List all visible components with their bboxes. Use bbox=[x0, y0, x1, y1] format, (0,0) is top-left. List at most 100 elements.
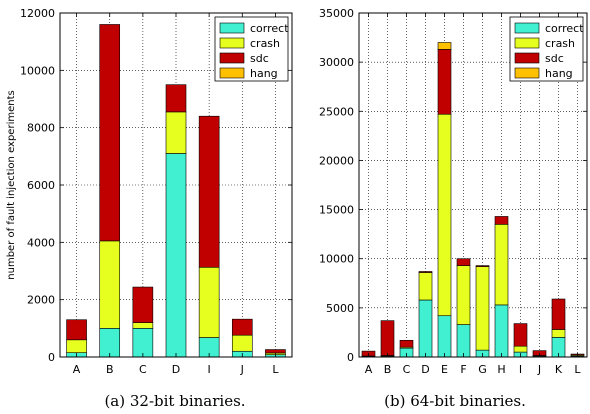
bar-sdc-H bbox=[494, 216, 509, 225]
legend-label-crash: crash bbox=[545, 37, 575, 50]
bar-sdc-A bbox=[66, 319, 87, 341]
y-tick-label: 12000 bbox=[20, 7, 55, 20]
x-tick-label: C bbox=[139, 363, 147, 376]
legend-label-crash: crash bbox=[250, 37, 280, 50]
x-tick-label: B bbox=[106, 363, 114, 376]
bar-sdc-K bbox=[551, 298, 566, 330]
legend-swatch-crash bbox=[514, 37, 540, 49]
bar-hang-E bbox=[437, 42, 452, 50]
bar-correct-H bbox=[494, 304, 509, 358]
y-axis-title: number of fault injection experiments bbox=[6, 90, 17, 279]
bar-crash-F bbox=[456, 265, 471, 325]
bar-correct-D bbox=[165, 153, 187, 358]
y-tick-label: 20000 bbox=[319, 154, 354, 167]
bar-sdc-G bbox=[475, 265, 490, 267]
bar-crash-E bbox=[437, 113, 452, 317]
bars bbox=[66, 24, 286, 358]
bar-correct-C bbox=[132, 328, 154, 358]
bars bbox=[361, 42, 585, 358]
y-axis: 0 5000 10000 15000 20000 25000 30000 35000 bbox=[319, 7, 587, 364]
legend-label-correct: correct bbox=[545, 22, 584, 35]
bar-correct-F bbox=[456, 324, 471, 358]
caption-32bit: (a) 32-bit binaries. bbox=[104, 392, 246, 410]
bar-sdc-I bbox=[513, 323, 528, 347]
bar-sdc-D bbox=[165, 84, 187, 113]
x-tick-label: L bbox=[272, 363, 279, 376]
bar-correct-E bbox=[437, 315, 452, 358]
x-tick-label: C bbox=[403, 363, 411, 376]
x-tick-label: F bbox=[460, 363, 466, 376]
bar-correct-B bbox=[99, 328, 121, 358]
bar-crash-B bbox=[99, 240, 121, 329]
y-tick-label: 8000 bbox=[27, 122, 55, 135]
legend-label-correct: correct bbox=[250, 22, 289, 35]
y-tick-label: 30000 bbox=[319, 56, 354, 69]
x-tick-label: J bbox=[537, 363, 541, 376]
bar-crash-J bbox=[231, 334, 253, 352]
bar-crash-K bbox=[551, 329, 566, 338]
y-tick-label: 2000 bbox=[27, 294, 55, 307]
bar-crash-I bbox=[198, 266, 220, 338]
bar-sdc-I bbox=[198, 115, 220, 268]
legend-swatch-crash bbox=[219, 37, 245, 49]
plot-frame bbox=[358, 12, 588, 358]
caption-64bit: (b) 64-bit binaries. bbox=[384, 392, 526, 410]
legend: correct crash sdc hang bbox=[509, 16, 584, 82]
y-axis: 0 2000 4000 6000 8000 10000 12000 bbox=[20, 7, 292, 364]
bar-crash-I bbox=[513, 345, 528, 353]
x-tick-label: I bbox=[519, 363, 522, 376]
x-tick-label: J bbox=[240, 363, 244, 376]
legend-label-sdc: sdc bbox=[545, 52, 564, 65]
y-tick-label: 35000 bbox=[319, 7, 354, 20]
x-tick-label: A bbox=[365, 363, 373, 376]
x-tick-label: H bbox=[497, 363, 505, 376]
bar-sdc-C bbox=[399, 339, 414, 348]
legend-swatch-correct bbox=[219, 22, 245, 34]
bar-sdc-B bbox=[99, 24, 121, 242]
y-tick-label: 5000 bbox=[326, 302, 354, 315]
legend-label-hang: hang bbox=[250, 67, 278, 80]
bar-crash-G bbox=[475, 266, 490, 351]
x-tick-label: E bbox=[441, 363, 448, 376]
legend-swatch-correct bbox=[514, 22, 540, 34]
bar-sdc-B bbox=[380, 320, 395, 356]
bar-crash-A bbox=[66, 339, 87, 353]
legend-swatch-hang bbox=[219, 67, 245, 79]
x-tick-label: I bbox=[208, 363, 211, 376]
legend-swatch-sdc bbox=[219, 52, 245, 64]
y-tick-label: 0 bbox=[347, 351, 354, 364]
y-tick-label: 4000 bbox=[27, 236, 55, 249]
x-tick-label: K bbox=[555, 363, 563, 376]
chart-64bit: 0 5000 10000 15000 20000 25000 30000 35000 A B C D E… bbox=[319, 7, 588, 376]
legend-swatch-sdc bbox=[514, 52, 540, 64]
x-tick-label: D bbox=[172, 363, 180, 376]
bar-correct-D bbox=[418, 299, 433, 358]
bar-crash-C bbox=[132, 322, 154, 329]
bar-sdc-J bbox=[231, 318, 253, 336]
y-tick-label: 6000 bbox=[27, 179, 55, 192]
x-tick-label: A bbox=[73, 363, 81, 376]
x-tick-label: G bbox=[478, 363, 487, 376]
x-tick-label: D bbox=[421, 363, 429, 376]
bar-sdc-C bbox=[132, 286, 154, 323]
x-tick-label: L bbox=[574, 363, 581, 376]
legend-swatch-hang bbox=[514, 67, 540, 79]
y-tick-label: 10000 bbox=[20, 64, 55, 77]
y-tick-label: 0 bbox=[48, 351, 55, 364]
y-tick-label: 15000 bbox=[319, 204, 354, 217]
y-tick-label: 25000 bbox=[319, 105, 354, 118]
bar-sdc-E bbox=[437, 49, 452, 115]
bar-sdc-D bbox=[418, 271, 433, 273]
bar-sdc-L bbox=[265, 349, 286, 354]
chart-32bit: 0 2000 4000 6000 8000 10000 12000 A B C D I J Lnumber… bbox=[6, 7, 293, 376]
x-tick-label: B bbox=[384, 363, 392, 376]
bar-crash-D bbox=[165, 111, 187, 154]
legend: correct crash sdc hang bbox=[214, 16, 289, 82]
legend-label-hang: hang bbox=[545, 67, 573, 80]
legend-label-sdc: sdc bbox=[250, 52, 269, 65]
y-tick-label: 10000 bbox=[319, 253, 354, 266]
bar-crash-H bbox=[494, 224, 509, 306]
